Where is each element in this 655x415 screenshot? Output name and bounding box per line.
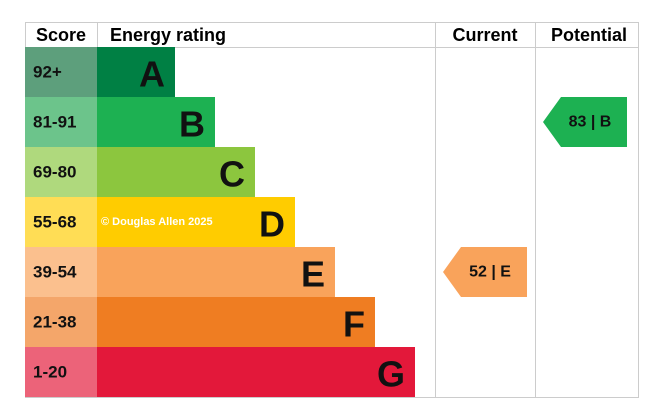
header: Score (36, 25, 86, 45)
score-label: 21-38 (33, 313, 76, 332)
score-cell (25, 347, 97, 397)
score-label: 92+ (33, 63, 62, 82)
rating-bar (97, 47, 175, 97)
score-cell (25, 297, 97, 347)
potential-label: 83 | B (569, 114, 612, 131)
score-label: 55-68 (33, 213, 76, 232)
score-cell (25, 247, 97, 297)
rating-letter: A (139, 54, 165, 95)
score-label: 81-91 (33, 113, 76, 132)
current-arrow (443, 247, 527, 297)
rating-bar (97, 347, 415, 397)
rating-bar (97, 97, 215, 147)
rating-letter: B (179, 104, 205, 145)
rating-bar (97, 247, 335, 297)
rating-letter: D (259, 204, 285, 245)
rating-bar (97, 147, 255, 197)
current-label: 52 | E (469, 264, 511, 281)
watermark: © Douglas Allen 2025 (101, 216, 213, 228)
score-cell (25, 47, 97, 97)
score-label: 69-80 (33, 163, 76, 182)
rating-bar (97, 297, 375, 347)
header: Potential (551, 25, 627, 45)
rating-bar (97, 197, 295, 247)
header: Current (452, 25, 517, 45)
rating-letter: E (301, 254, 325, 295)
potential-arrow (543, 97, 627, 147)
rating-letter: C (219, 154, 245, 195)
header: Energy rating (110, 25, 226, 45)
score-label: 1-20 (33, 363, 67, 382)
score-cell (25, 147, 97, 197)
score-cell (25, 97, 97, 147)
score-label: 39-54 (33, 263, 77, 282)
score-cell (25, 197, 97, 247)
rating-letter: G (377, 354, 405, 395)
rating-letter: F (343, 304, 365, 345)
